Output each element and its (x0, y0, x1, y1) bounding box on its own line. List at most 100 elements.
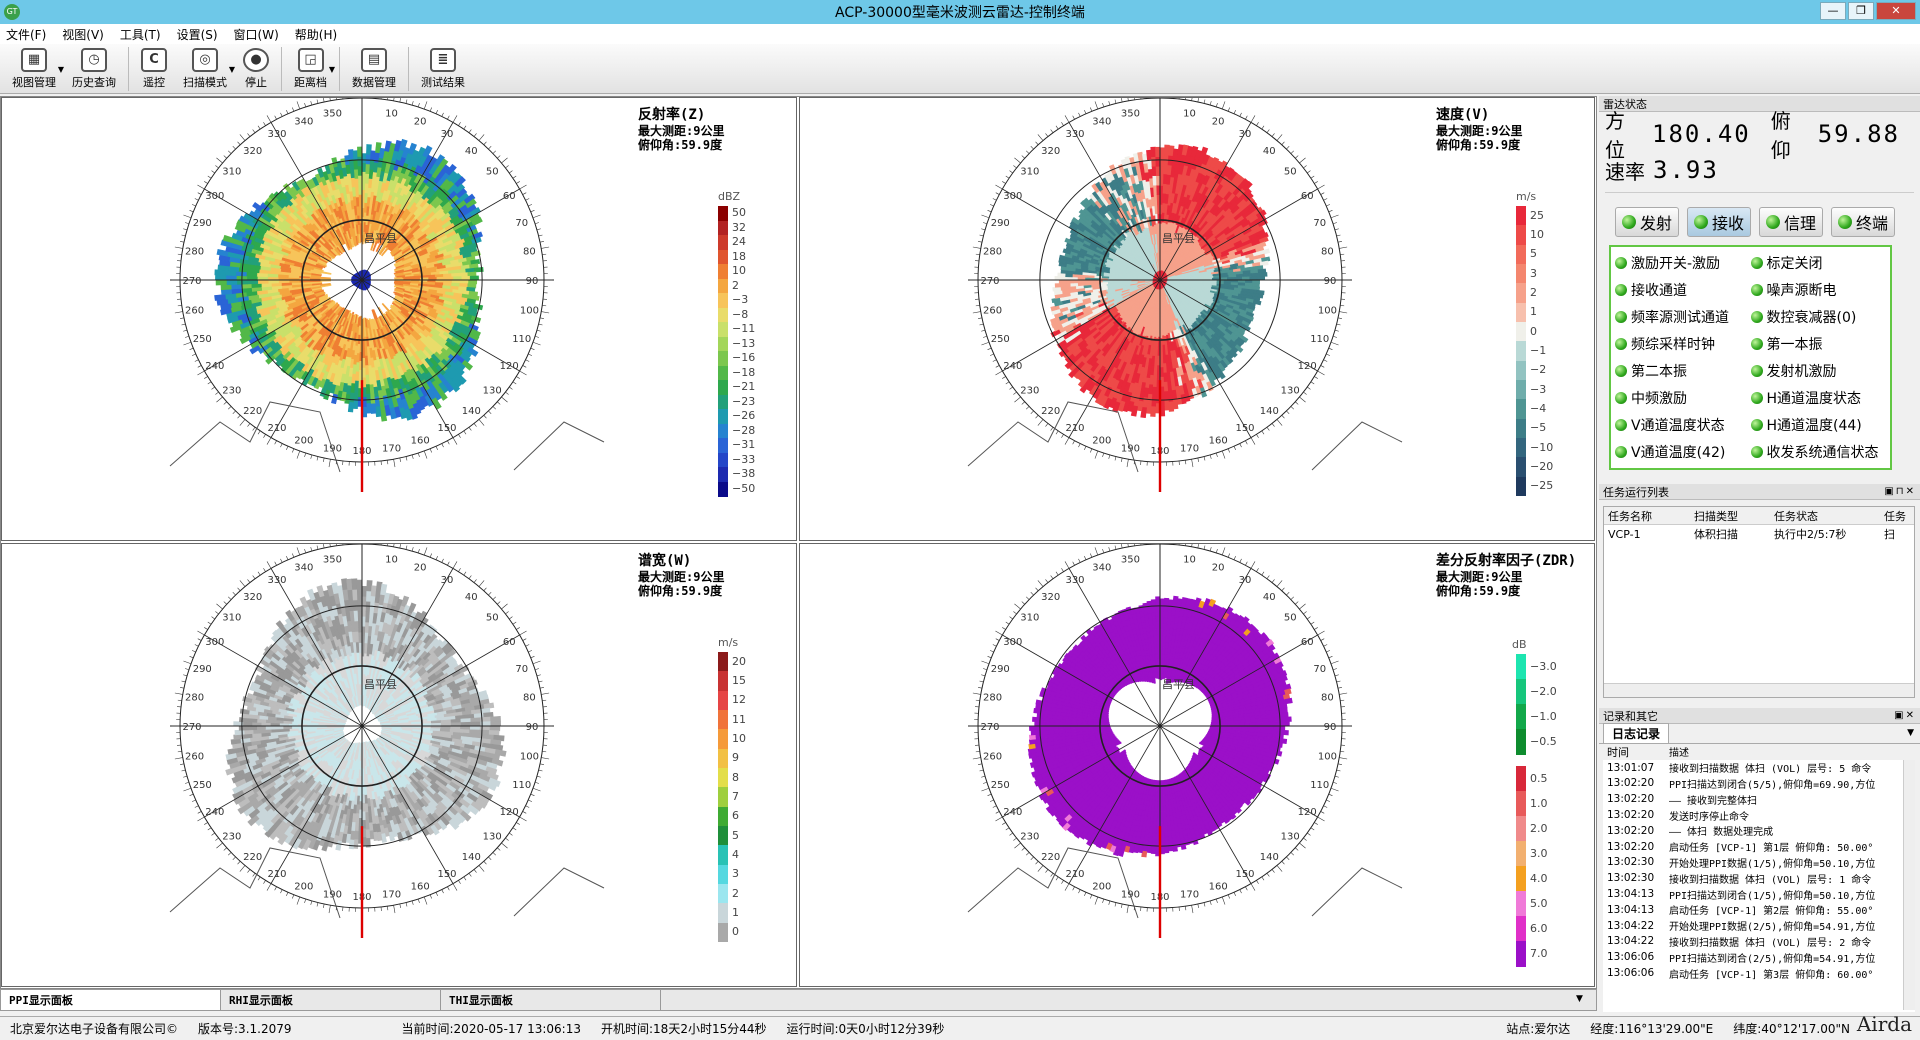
receive-button[interactable]: 接收 (1687, 207, 1752, 237)
menu-file[interactable]: 文件(F) (6, 27, 47, 42)
colorbar-swatch (718, 690, 728, 711)
status-item-label: V通道温度(42) (1631, 445, 1726, 461)
dropdown-arrow-icon[interactable]: ▼ (328, 65, 335, 74)
colorbar-label: 6.0 (1530, 921, 1548, 935)
dropdown-arrow-icon[interactable]: ▼ (228, 65, 235, 74)
range-icon: ◲ (297, 48, 324, 72)
panel-controls-icon[interactable]: ▣✕ (1894, 710, 1916, 721)
status-item: 标定关闭 (1750, 253, 1887, 273)
vertical-scrollbar[interactable] (1903, 760, 1915, 1010)
log-row[interactable]: 13:06:06 PPI扫描达到闭合(2/5),俯仰角=54.91,方位 (1603, 949, 1915, 965)
menu-help[interactable]: 帮助(H) (294, 27, 338, 42)
watermark-logo: Airda (1856, 1012, 1912, 1036)
log-row[interactable]: 13:04:22 接收到扫描数据 体扫 (VOL) 层号: 2 命令 (1603, 934, 1915, 950)
log-row[interactable]: 13:02:30 开始处理PPI数据(1/5),俯仰角=50.10,方位 (1603, 855, 1915, 871)
restore-icon[interactable]: ❐ (1848, 2, 1874, 20)
minimize-icon[interactable]: — (1820, 2, 1846, 20)
map-boundary (169, 847, 341, 919)
azimuth-tick-label: 170 (382, 889, 401, 900)
azimuth-tick-label: 220 (243, 852, 262, 863)
transmit-button[interactable]: 发射 (1615, 207, 1680, 237)
tab-rhi[interactable]: RHI显示面板 (221, 990, 441, 1010)
colorbar-label: 3 (1530, 266, 1537, 280)
chevron-down-icon[interactable]: ▼ (1907, 728, 1914, 738)
colorbar-label: 2 (732, 278, 739, 292)
tab-menu-icon[interactable]: ▼ (1576, 994, 1583, 1004)
tab-thi[interactable]: THI显示面板 (441, 990, 661, 1010)
azimuth-tick-label: 90 (1324, 722, 1337, 733)
colorbar-label: 2 (1530, 286, 1537, 299)
log-row[interactable]: 13:02:20 启动任务 [VCP-1] 第1层 俯仰角: 50.00° (1603, 839, 1915, 855)
colorbar-swatch (718, 336, 728, 352)
menu-tools[interactable]: 工具(T) (119, 27, 161, 42)
panel-info: 最大测距:9公里 俯仰角:59.9度 (1436, 124, 1522, 152)
terminal-button[interactable]: 终端 (1831, 207, 1896, 237)
status-led-icon (1750, 284, 1763, 296)
tab-ppi[interactable]: PPI显示面板 (1, 990, 221, 1010)
remote-icon: C (141, 48, 167, 72)
test-result-button[interactable]: ≣ 测试结果 (413, 45, 473, 93)
azimuth-tick-label: 310 (1020, 167, 1039, 178)
status-item-label: 第一本振 (1766, 337, 1823, 353)
status-item: V通道温度状态 (1615, 415, 1751, 435)
column-header[interactable]: 时间 (1607, 745, 1629, 759)
panel-controls-icon[interactable]: ▣⊓✕ (1884, 486, 1916, 497)
data-manage-button[interactable]: ▤ 数据管理 (344, 45, 404, 93)
remote-button[interactable]: C 遥控 (133, 45, 175, 93)
view-manage-button[interactable]: ▦ 视图管理 ▼ (4, 45, 64, 93)
colorbar-label: −16 (732, 351, 756, 365)
stop-button[interactable]: ● 停止 (235, 45, 277, 93)
close-icon[interactable]: ✕ (1876, 2, 1916, 20)
log-row[interactable]: 13:06:06 启动任务 [VCP-1] 第3层 俯仰角: 60.00° (1603, 965, 1915, 981)
signal-process-button[interactable]: 信理 (1759, 207, 1824, 237)
colorbar-swatch (718, 806, 728, 827)
zdr-panel[interactable]: 10 20 30 40 50 60 70 80 90 100 110 120 130 140 150 160 1… (799, 543, 1595, 987)
log-row[interactable]: 13:04:13 启动任务 [VCP-1] 第2层 俯仰角: 55.00° (1603, 902, 1915, 918)
log-rows: 13:01:07 接收到扫描数据 体扫 (VOL) 层号: 5 命令 13:02:2… (1603, 760, 1915, 981)
log-row[interactable]: 13:04:22 开始处理PPI数据(2/5),俯仰角=54.91,方位 (1603, 918, 1915, 934)
status-led-icon (1615, 365, 1627, 377)
azimuth-tick-label: 280 (185, 246, 204, 257)
log-row[interactable]: 13:02:20 PPI扫描达到闭合(5/5),俯仰角=69.90,方位 (1603, 776, 1915, 792)
tab-log[interactable]: 日志记录 (1603, 723, 1670, 743)
log-row[interactable]: 13:01:07 接收到扫描数据 体扫 (VOL) 层号: 5 命令 (1603, 760, 1915, 776)
log-description: 接收到扫描数据 体扫 (VOL) 层号: 1 命令 (1669, 874, 1872, 886)
colorbar-label: −31 (732, 438, 756, 452)
velocity-panel[interactable]: 10 20 30 40 50 60 70 80 90 100 110 120 130 140 150 160 1… (799, 97, 1595, 541)
reflectivity-panel[interactable]: 10 20 30 40 50 60 70 80 90 100 110 120 130 140 150 160 1… (1, 97, 797, 541)
azimuth-tick-label: 320 (1041, 592, 1060, 603)
colorbar-unit: m/s (718, 636, 739, 649)
azimuth-tick-label: 20 (1212, 562, 1225, 573)
range-button[interactable]: ◲ 距离档 ▼ (286, 45, 335, 93)
menu-settings[interactable]: 设置(S) (176, 27, 218, 42)
column-header[interactable]: 任务名称 (1608, 509, 1652, 523)
log-row[interactable]: 13:02:30 接收到扫描数据 体扫 (VOL) 层号: 1 命令 (1603, 870, 1915, 886)
log-row[interactable]: 13:02:20 —— 体扫 数据处理完成 (1603, 823, 1915, 839)
azimuth-tick-label: 100 (520, 752, 539, 763)
column-header[interactable]: 描述 (1669, 748, 1689, 760)
colorbar-label: 1 (732, 906, 739, 919)
menu-view[interactable]: 视图(V) (62, 27, 104, 42)
column-header[interactable]: 任务状态 (1774, 509, 1818, 523)
table-row[interactable]: VCP-1 体积扫描 执行中2/5:7秒 扫 (1604, 525, 1914, 543)
column-header[interactable]: 任务 (1884, 509, 1906, 523)
transmit-label: 发射 (1640, 214, 1673, 233)
colorbar-label: 0.5 (1530, 771, 1548, 785)
status-led-icon (1694, 215, 1709, 229)
log-row[interactable]: 13:02:20 发送时序停止命令 (1603, 807, 1915, 823)
colorbar-label: 25 (1530, 208, 1544, 222)
horizontal-scrollbar[interactable] (1604, 683, 1914, 697)
colorbar-swatch (718, 394, 728, 410)
history-button[interactable]: ◷ 历史查询 (64, 45, 124, 93)
dropdown-arrow-icon[interactable]: ▼ (57, 65, 64, 74)
menu-window[interactable]: 窗口(W) (233, 27, 279, 42)
log-row[interactable]: 13:02:20 —— 接收到完整体扫 (1603, 791, 1915, 807)
column-header[interactable]: 扫描类型 (1694, 509, 1738, 523)
spectrum-width-panel[interactable]: 10 20 30 40 50 60 70 80 90 100 110 120 130 140 150 160 1… (1, 543, 797, 987)
log-row[interactable]: 13:04:13 PPI扫描达到闭合(1/5),俯仰角=50.10,方位 (1603, 886, 1915, 902)
map-boundary (169, 401, 341, 473)
azimuth-tick-label: 60 (1301, 191, 1314, 202)
status-item: V通道温度(42) (1615, 442, 1751, 462)
log-time: 13:02:20 (1607, 777, 1655, 790)
scan-mode-button[interactable]: ◎ 扫描模式 ▼ (175, 45, 235, 93)
